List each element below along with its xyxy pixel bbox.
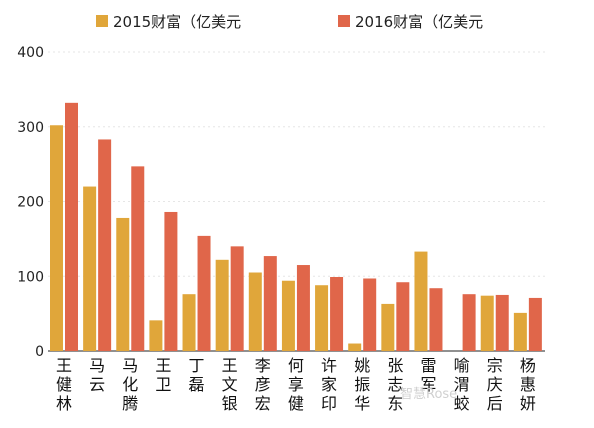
- category-label: 喻渭蛟: [454, 356, 470, 413]
- y-tick-label: 100: [17, 269, 44, 285]
- bar: [98, 139, 112, 351]
- bar: [330, 276, 344, 351]
- bars: [50, 102, 542, 351]
- category-label: 张志东: [387, 356, 403, 413]
- category-label: 丁磊: [189, 356, 205, 394]
- bar: [348, 343, 362, 351]
- category-label: 李彦宏: [255, 356, 271, 413]
- bar: [65, 102, 78, 351]
- bar: [315, 285, 329, 351]
- category-label: 姚振华: [354, 356, 370, 413]
- bar: [164, 211, 178, 351]
- bar: [513, 312, 527, 351]
- y-tick-label: 0: [35, 344, 44, 360]
- bar: [263, 256, 277, 351]
- category-label: 马化腾: [122, 356, 138, 413]
- bar: [197, 235, 211, 351]
- category-label: 雷军: [420, 356, 436, 394]
- bar: [215, 259, 229, 351]
- bar: [480, 295, 494, 351]
- legend-swatch: [96, 15, 108, 27]
- y-axis: 0 100 200 300 400: [17, 45, 545, 360]
- bar: [495, 294, 509, 351]
- bar: [248, 272, 262, 351]
- bar: [528, 297, 542, 351]
- bar: [281, 280, 295, 351]
- bar: [116, 217, 130, 351]
- category-label: 杨惠妍: [520, 356, 536, 413]
- category-label: 马云: [89, 356, 105, 394]
- legend-swatch: [338, 15, 350, 27]
- y-tick-label: 400: [17, 45, 44, 61]
- bar: [182, 294, 196, 351]
- category-label: 王文银: [222, 356, 238, 413]
- bar: [429, 288, 443, 351]
- category-label: 许家印: [321, 356, 337, 413]
- bar: [363, 278, 377, 351]
- bar: [414, 251, 428, 351]
- legend: 2015财富（亿美元 2016财富（亿美元: [96, 13, 483, 31]
- category-label: 何享健: [288, 356, 304, 413]
- watermark: 智慧Rose: [400, 386, 457, 402]
- watermark-text: 智慧Rose: [400, 386, 457, 402]
- bar: [83, 186, 97, 351]
- category-label: 王卫: [155, 356, 171, 394]
- legend-label: 2015财富（亿美元: [113, 13, 241, 31]
- bar: [131, 166, 145, 351]
- bar: [50, 125, 63, 351]
- category-label: 宗庆后: [487, 356, 503, 413]
- y-tick-label: 300: [17, 120, 44, 136]
- bar: [149, 320, 163, 351]
- y-tick-label: 200: [17, 195, 44, 211]
- bar: [381, 303, 395, 351]
- bar: [230, 246, 244, 351]
- bar: [296, 265, 310, 351]
- legend-label: 2016财富（亿美元: [355, 13, 483, 31]
- bar: [462, 294, 476, 351]
- bar: [396, 282, 410, 351]
- category-label: 王健林: [56, 356, 72, 413]
